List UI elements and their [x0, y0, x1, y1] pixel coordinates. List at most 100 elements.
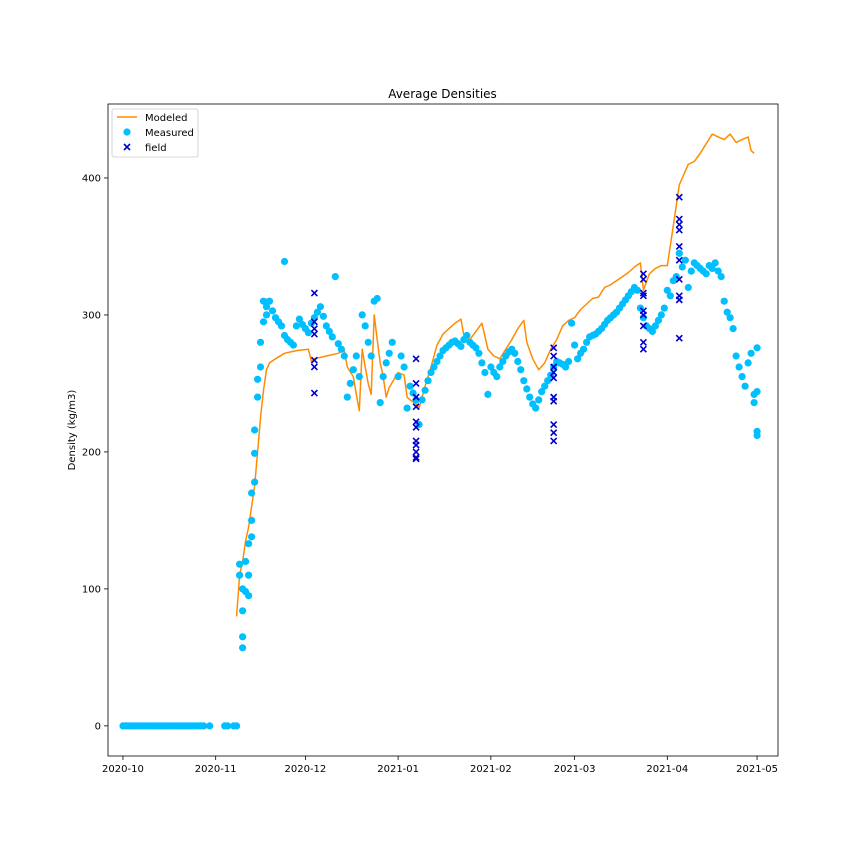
field-point	[639, 322, 647, 330]
measured-point	[409, 389, 417, 397]
y-tick-label: 300	[82, 310, 101, 321]
measured-point	[256, 338, 265, 346]
field-point	[639, 338, 647, 346]
field-point	[675, 220, 683, 229]
measured-point	[493, 373, 501, 381]
field-point	[639, 275, 647, 283]
plot-content	[119, 133, 761, 730]
measured-point	[334, 340, 342, 348]
measured-point	[481, 368, 489, 377]
measured-point	[349, 366, 357, 374]
measured-point	[248, 533, 256, 541]
x-tick-label: 2020-11	[195, 764, 237, 775]
field-point	[310, 318, 318, 326]
field-point	[412, 403, 420, 411]
plot-frame	[107, 103, 779, 757]
field-point	[550, 363, 558, 371]
field-point	[310, 325, 318, 333]
measured-point	[433, 357, 441, 366]
field-point	[550, 352, 558, 360]
measured-point	[379, 373, 387, 381]
field-point	[639, 289, 647, 297]
measured-point	[430, 363, 438, 371]
measured-point	[732, 352, 740, 360]
measured-point	[562, 363, 570, 371]
y-tick-label: 0	[95, 721, 101, 732]
measured-point	[753, 388, 761, 396]
x-tick-label: 2021-04	[646, 764, 688, 775]
legend: Modeled Measured field	[111, 108, 199, 158]
measured-point	[248, 516, 256, 525]
field-point	[675, 275, 683, 283]
measured-point	[487, 363, 495, 371]
measured-point	[666, 292, 674, 300]
measured-point	[254, 375, 262, 383]
measured-point	[517, 366, 525, 374]
measured-point	[382, 359, 390, 367]
measured-point	[400, 363, 408, 371]
legend-measured-label: Measured	[145, 128, 194, 139]
field-point	[310, 330, 318, 338]
measured-point	[463, 331, 471, 340]
measured-point	[753, 344, 761, 352]
measured-point	[568, 319, 576, 327]
measured-point	[651, 322, 660, 330]
measured-point	[738, 373, 746, 381]
measured-point	[295, 315, 303, 323]
measured-point	[580, 345, 588, 353]
x-tick-label: 2020-10	[102, 764, 144, 775]
measured-point	[280, 257, 289, 266]
field-point	[412, 355, 420, 363]
series-measured	[119, 249, 761, 730]
field-point	[310, 289, 318, 297]
y-tick-label: 400	[82, 173, 101, 184]
measured-point	[457, 342, 465, 350]
measured-point	[714, 267, 722, 275]
measured-point	[245, 540, 253, 548]
field-point	[550, 420, 558, 429]
measured-point	[331, 273, 339, 281]
measured-point	[684, 283, 692, 292]
measured-point	[657, 311, 665, 319]
field-point	[639, 292, 647, 300]
measured-point	[708, 264, 716, 272]
series-field	[310, 193, 683, 463]
field-point	[675, 242, 683, 251]
measured-point	[251, 478, 259, 486]
measured-point	[702, 270, 710, 278]
measured-point	[325, 327, 333, 335]
measured-point	[355, 373, 363, 381]
y-axis-label: Density (kg/m3)	[67, 390, 78, 471]
measured-point	[236, 571, 244, 579]
field-point	[639, 345, 647, 353]
measured-point	[663, 286, 671, 294]
measured-point	[499, 357, 507, 366]
measured-point	[304, 329, 312, 337]
measured-point	[687, 267, 695, 275]
measured-point	[316, 303, 324, 311]
measured-point	[239, 633, 247, 641]
measured-point	[239, 607, 247, 615]
field-point	[412, 423, 420, 431]
field-point	[412, 441, 420, 449]
measured-point	[535, 396, 543, 404]
field-point	[412, 379, 420, 387]
legend-modeled-label: Modeled	[145, 113, 188, 124]
field-point	[310, 363, 318, 371]
measured-point	[388, 338, 396, 346]
measured-point	[538, 388, 546, 396]
measured-point	[367, 352, 375, 360]
measured-point	[343, 393, 351, 401]
measured-point	[376, 399, 384, 407]
measured-point	[648, 327, 657, 335]
measured-point	[475, 349, 483, 357]
chart-title: Average Densities	[388, 87, 497, 101]
measured-point	[574, 355, 582, 363]
x-tick-label: 2021-03	[554, 764, 596, 775]
measured-point	[292, 322, 300, 330]
measured-point	[436, 352, 444, 360]
measured-point	[660, 304, 668, 312]
field-point	[550, 344, 558, 352]
measured-point	[385, 349, 393, 357]
